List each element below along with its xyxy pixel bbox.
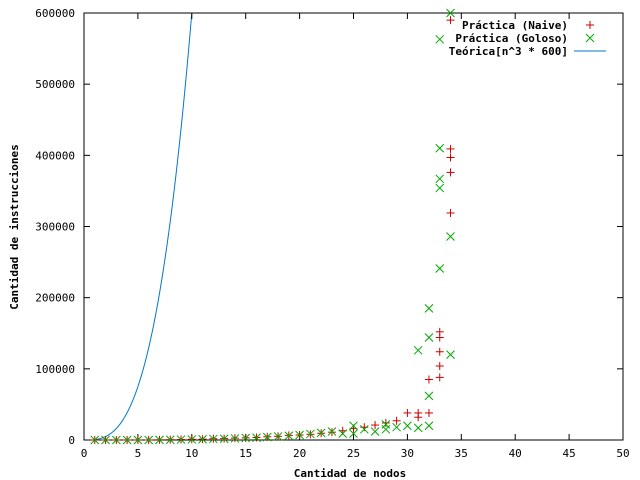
data-point-goloso bbox=[219, 434, 229, 444]
data-point-goloso bbox=[381, 419, 391, 429]
y-tick-label: 600000 bbox=[35, 7, 75, 20]
data-point-goloso bbox=[90, 435, 100, 445]
data-point-naive bbox=[435, 327, 444, 336]
data-point-naive bbox=[446, 153, 455, 162]
y-tick-label: 500000 bbox=[35, 78, 75, 91]
data-point-naive bbox=[414, 408, 423, 417]
data-point-goloso bbox=[446, 232, 455, 241]
x-tick-label: 20 bbox=[293, 447, 306, 460]
data-point-naive bbox=[327, 428, 336, 437]
data-point-goloso bbox=[327, 427, 337, 436]
data-point-goloso bbox=[413, 345, 423, 355]
x-tick-label: 35 bbox=[455, 447, 468, 460]
data-point-goloso bbox=[413, 423, 423, 433]
data-point-goloso bbox=[316, 428, 326, 438]
y-tick-label: 0 bbox=[68, 434, 75, 447]
data-point-goloso bbox=[306, 429, 315, 439]
data-point-goloso bbox=[338, 429, 348, 438]
y-tick-label: 400000 bbox=[35, 149, 75, 162]
data-point-naive bbox=[446, 144, 455, 153]
x-tick-label: 40 bbox=[509, 447, 522, 460]
x-tick-label: 50 bbox=[616, 447, 629, 460]
x-axis-label: Cantidad de nodos bbox=[294, 467, 407, 480]
x-tick-label: 45 bbox=[562, 447, 575, 460]
data-point-goloso bbox=[359, 424, 369, 434]
data-point-naive bbox=[424, 375, 433, 384]
data-point-naive bbox=[435, 361, 444, 370]
x-tick-label: 0 bbox=[81, 447, 88, 460]
data-point-naive bbox=[446, 16, 455, 25]
data-point-naive bbox=[446, 208, 455, 217]
data-point-goloso bbox=[435, 34, 445, 44]
data-point-goloso bbox=[295, 430, 304, 440]
data-point-goloso bbox=[111, 435, 121, 445]
y-tick-label: 100000 bbox=[35, 363, 75, 376]
data-point-goloso bbox=[144, 435, 154, 445]
legend: Práctica (Naive)Práctica (Goloso)Teórica… bbox=[449, 19, 606, 58]
y-tick-label: 300000 bbox=[35, 221, 75, 234]
data-point-naive bbox=[392, 416, 401, 425]
data-point-goloso bbox=[403, 421, 412, 431]
data-point-naive bbox=[435, 347, 444, 356]
data-point-goloso bbox=[284, 431, 294, 441]
x-tick-label: 15 bbox=[239, 447, 252, 460]
data-point-goloso bbox=[424, 303, 434, 313]
data-point-naive bbox=[435, 373, 444, 382]
legend-label: Práctica (Goloso) bbox=[455, 32, 568, 45]
data-point-goloso bbox=[165, 435, 175, 445]
data-point-goloso bbox=[349, 429, 358, 438]
legend-marker-sample bbox=[585, 33, 595, 43]
data-point-goloso bbox=[435, 264, 445, 273]
data-point-goloso bbox=[370, 427, 380, 436]
data-point-goloso bbox=[424, 333, 434, 342]
x-tick-label: 10 bbox=[185, 447, 198, 460]
data-point-naive bbox=[381, 418, 390, 427]
data-point-goloso bbox=[435, 183, 445, 193]
legend-label: Práctica (Naive) bbox=[462, 19, 568, 32]
data-point-naive bbox=[403, 408, 412, 417]
data-point-goloso bbox=[446, 350, 455, 359]
x-tick-label: 5 bbox=[135, 447, 142, 460]
data-point-goloso bbox=[155, 435, 164, 445]
data-point-goloso bbox=[392, 422, 401, 432]
data-point-goloso bbox=[187, 435, 197, 444]
x-tick-label: 25 bbox=[347, 447, 360, 460]
data-point-goloso bbox=[424, 421, 434, 431]
data-point-naive bbox=[446, 168, 455, 177]
legend-label: Teórica[n^3 * 600] bbox=[449, 45, 568, 58]
data-point-goloso bbox=[435, 174, 445, 184]
data-point-naive bbox=[424, 408, 433, 417]
data-point-goloso bbox=[230, 434, 240, 443]
data-point-goloso bbox=[424, 391, 434, 401]
plot-frame bbox=[83, 12, 624, 441]
data-point-goloso bbox=[198, 434, 207, 444]
data-point-goloso bbox=[133, 435, 143, 445]
y-tick-label: 200000 bbox=[35, 292, 75, 305]
data-point-goloso bbox=[122, 435, 132, 445]
series-line-teorica bbox=[94, 13, 193, 440]
data-point-goloso bbox=[262, 432, 272, 442]
data-point-goloso bbox=[273, 432, 283, 441]
data-point-naive bbox=[371, 421, 380, 430]
x-tick-label: 30 bbox=[401, 447, 414, 460]
data-point-goloso bbox=[349, 421, 358, 431]
data-point-goloso bbox=[435, 143, 445, 153]
data-point-goloso bbox=[101, 435, 110, 445]
data-point-goloso bbox=[252, 433, 261, 443]
data-point-goloso bbox=[209, 434, 218, 444]
legend-marker-sample bbox=[586, 21, 594, 29]
data-point-goloso bbox=[176, 435, 186, 444]
data-point-goloso bbox=[241, 433, 251, 443]
data-point-goloso bbox=[446, 8, 455, 18]
y-axis-label: Cantidad de instrucciones bbox=[8, 144, 21, 310]
